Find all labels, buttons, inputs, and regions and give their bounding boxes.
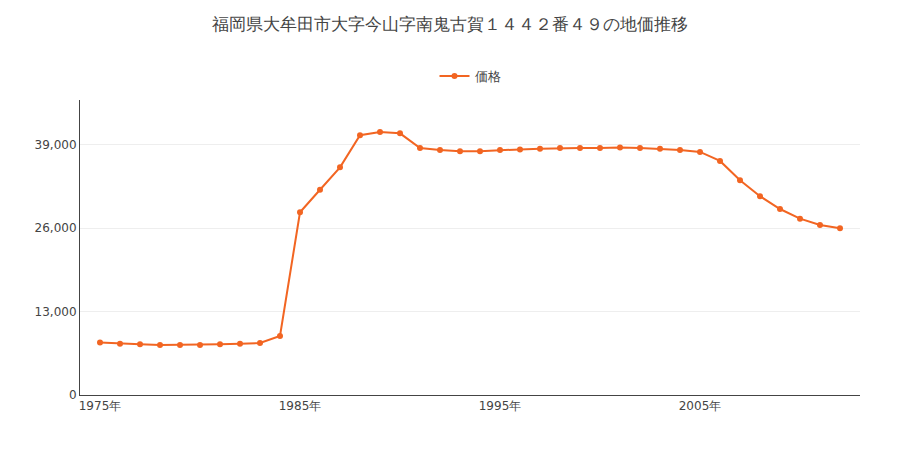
svg-text:0: 0 [69,388,77,402]
svg-text:価格: 価格 [475,69,501,84]
svg-text:26,000: 26,000 [35,221,77,235]
svg-text:2005年: 2005年 [679,399,722,413]
svg-text:1985年: 1985年 [279,399,322,413]
svg-text:1995年: 1995年 [479,399,522,413]
svg-text:39,000: 39,000 [35,138,77,152]
svg-text:福岡県大牟田市大字今山字南鬼古賀１４４２番４９の地価推移: 福岡県大牟田市大字今山字南鬼古賀１４４２番４９の地価推移 [212,14,688,34]
svg-text:13,000: 13,000 [35,305,77,319]
svg-text:1975年: 1975年 [79,399,122,413]
